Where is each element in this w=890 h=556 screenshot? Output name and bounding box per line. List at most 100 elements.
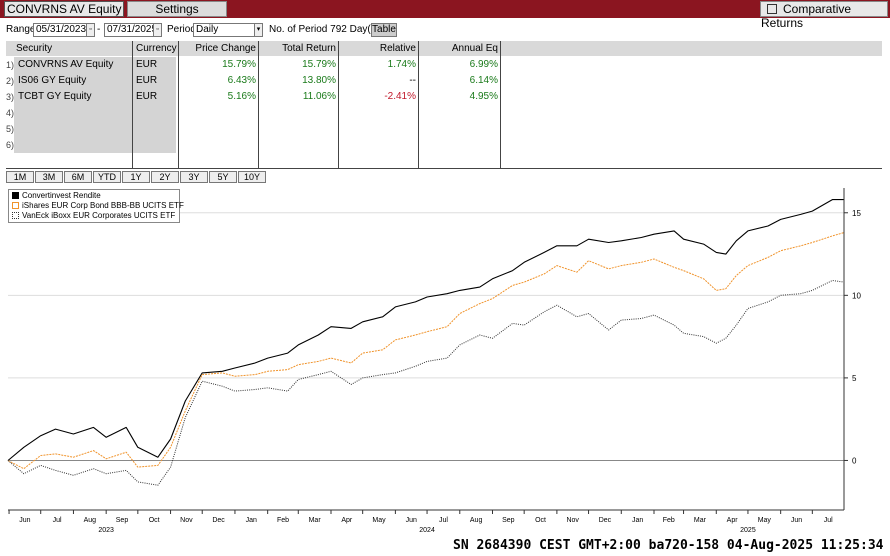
legend-item: Convertinvest Rendite: [12, 191, 176, 201]
security-name[interactable]: CONVRNS AV Equity: [18, 59, 114, 70]
table-row-empty[interactable]: 6): [6, 137, 882, 153]
settings-button[interactable]: Settings: [127, 1, 227, 17]
x-tick-label: May: [372, 517, 386, 524]
period-1y-button[interactable]: 1Y: [122, 171, 150, 183]
annual-eq: 6.99%: [469, 59, 498, 70]
col-divider: [338, 41, 339, 169]
y-tick-label: 0: [852, 456, 857, 465]
col-divider: [418, 41, 419, 169]
legend-item: iShares EUR Corp Bond BBB-BB UCITS ETF: [12, 201, 184, 211]
annual-eq: 6.14%: [469, 75, 498, 86]
legend-label: VanEck iBoxx EUR Corporates UCITS ETF: [22, 211, 176, 220]
legend-swatch: [12, 202, 19, 209]
row-bg: [14, 73, 176, 89]
end-date-spinner[interactable]: ▫: [153, 24, 161, 36]
relative: --: [409, 75, 416, 86]
table-bottom-border: [6, 168, 882, 169]
period-1m-button[interactable]: 1M: [6, 171, 34, 183]
ticker-field[interactable]: CONVRNS AV Equity: [4, 1, 124, 17]
chevron-down-icon[interactable]: ▾: [254, 24, 262, 36]
function-title: Comparative Returns: [761, 2, 852, 30]
row-index: 1): [6, 60, 15, 70]
x-tick-label: Aug: [470, 517, 483, 524]
table-row[interactable]: 2) IS06 GY Equity EUR 6.43% 13.80% -- 6.…: [6, 73, 882, 89]
legend-label: Convertinvest Rendite: [22, 191, 101, 200]
x-tick-label: Jul: [439, 517, 448, 524]
y-tick-label: 10: [852, 291, 861, 300]
col-security: Security: [16, 43, 53, 54]
legend-swatch: [12, 192, 19, 199]
range-dash: -: [97, 24, 101, 35]
x-year-label: 2025: [740, 527, 756, 534]
x-tick-label: Oct: [535, 517, 546, 524]
table-row[interactable]: 3) TCBT GY Equity EUR 5.16% 11.06% -2.41…: [6, 89, 882, 105]
row-index: 6): [6, 140, 15, 150]
security-name[interactable]: TCBT GY Equity: [18, 91, 92, 102]
x-tick-label: Jan: [246, 517, 257, 524]
table-header: Security Currency Price Change Total Ret…: [6, 41, 882, 57]
row-index: 3): [6, 92, 15, 102]
end-date-value: 07/31/2025: [107, 24, 158, 35]
period-10y-button[interactable]: 10Y: [238, 171, 266, 183]
relative: -2.41%: [384, 91, 416, 102]
range-label: Range: [6, 24, 36, 35]
x-year-label: 2023: [98, 527, 114, 534]
table-row-empty[interactable]: 4): [6, 105, 882, 121]
y-tick-label: 5: [852, 374, 857, 383]
total-return: 15.79%: [302, 59, 336, 70]
period-ytd-button[interactable]: YTD: [93, 171, 121, 183]
start-date-spinner[interactable]: ▫: [86, 24, 94, 36]
row-index: 5): [6, 124, 15, 134]
period-3m-button[interactable]: 3M: [35, 171, 63, 183]
col-total-return: Total Return: [282, 43, 336, 54]
y-tick-label: 15: [852, 209, 861, 218]
table-row[interactable]: 1) CONVRNS AV Equity EUR 15.79% 15.79% 1…: [6, 57, 882, 73]
status-line: SN 2684390 CEST GMT+2:00 ba720-158 04-Au…: [453, 538, 884, 553]
x-tick-label: Jun: [406, 517, 417, 524]
series-line-3: [7, 280, 845, 486]
total-return: 13.80%: [302, 75, 336, 86]
legend-swatch: [12, 212, 19, 219]
securities-table: Security Currency Price Change Total Ret…: [6, 41, 882, 169]
row-index: 2): [6, 76, 15, 86]
period-2y-button[interactable]: 2Y: [151, 171, 179, 183]
x-tick-label: Jan: [632, 517, 643, 524]
period-6m-button[interactable]: 6M: [64, 171, 92, 183]
x-tick-label: Apr: [341, 517, 353, 524]
relative: 1.74%: [387, 59, 416, 70]
period-label: Period: [167, 24, 196, 35]
start-date-value: 05/31/2023: [36, 24, 87, 35]
series-line-1: [7, 199, 844, 461]
col-annual-eq: Annual Eq: [451, 43, 498, 54]
period-3y-button[interactable]: 3Y: [180, 171, 208, 183]
x-tick-label: Sep: [116, 517, 129, 524]
start-date-field[interactable]: 05/31/2023 ▫: [33, 23, 95, 37]
row-bg: [14, 57, 176, 73]
table-row-empty[interactable]: 5): [6, 121, 882, 137]
price-change: 6.43%: [227, 75, 256, 86]
x-tick-label: May: [758, 517, 772, 524]
col-divider: [500, 41, 501, 169]
x-tick-label: Jul: [824, 517, 833, 524]
price-change: 5.16%: [227, 91, 256, 102]
col-divider: [178, 41, 179, 169]
series-line-2: [7, 232, 845, 470]
comparative-returns-button[interactable]: Comparative Returns: [760, 1, 888, 30]
end-date-field[interactable]: 07/31/2025 ▫: [104, 23, 162, 37]
price-change: 15.79%: [222, 59, 256, 70]
row-bg: [14, 105, 176, 121]
table-button[interactable]: Table: [371, 23, 397, 37]
x-tick-label: Apr: [727, 517, 739, 524]
col-price-change: Price Change: [195, 43, 256, 54]
period-5y-button[interactable]: 5Y: [209, 171, 237, 183]
period-select[interactable]: Daily ▾: [193, 23, 263, 37]
chart-legend: Convertinvest Rendite iShares EUR Corp B…: [8, 189, 184, 223]
legend-item: VanEck iBoxx EUR Corporates UCITS ETF: [12, 211, 176, 221]
col-currency: Currency: [136, 43, 177, 54]
x-tick-label: Jul: [53, 517, 62, 524]
row-bg: [14, 121, 176, 137]
comparative-returns-chart[interactable]: 0 5 10 15 Jun Jul Aug Sep Oct Nov Dec Jan Feb Mar Apr…: [6, 186, 888, 538]
security-name[interactable]: IS06 GY Equity: [18, 75, 87, 86]
legend-label: iShares EUR Corp Bond BBB-BB UCITS ETF: [22, 201, 184, 210]
currency: EUR: [136, 59, 158, 70]
